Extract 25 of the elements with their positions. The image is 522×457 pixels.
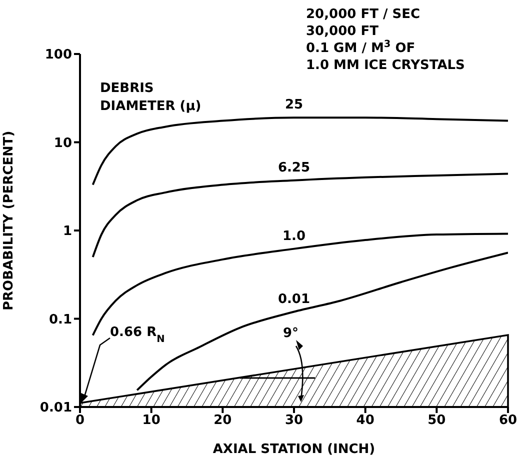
text: 20,000 FT / SEC [306,7,420,22]
x-axis-title: AXIAL STATION (INCH) [212,442,376,457]
y-tick-label: 100 [44,48,72,63]
text: 30,000 FT [306,24,379,39]
series-label: 0.01 [278,292,310,307]
series-label: 1.0 [282,228,306,244]
annotation: 1.0 MM ICE CRYSTALS [306,58,465,73]
annotation: 9° [283,326,299,341]
x-tick-label: 50 [428,413,446,428]
annotation: 0.66 R$_{N}$ [110,325,165,344]
x-tick-label: 60 [498,413,518,428]
x-tick-label: 10 [142,413,160,428]
x-tick-label: 40 [356,413,374,428]
x-tick-label: 0 [75,413,85,428]
y-tick-label: 10 [54,136,72,151]
annotation: 0.1 GM / M$^{3}$ OF [306,38,416,56]
series-label: 25 [284,98,304,113]
series-label: 6.25 [278,160,310,176]
legend-title: DEBRIS DIAMETER (μ) [100,81,202,114]
y-tick-label: 0.1 [48,312,72,328]
x-tick-label: 30 [284,413,304,428]
y-tick-label: 1 [62,224,72,240]
y-tick-label: 0.01 [40,400,72,416]
y-axis-title: PROBABILITY (PERCENT) [2,130,17,310]
x-tick-label: 20 [214,413,232,428]
